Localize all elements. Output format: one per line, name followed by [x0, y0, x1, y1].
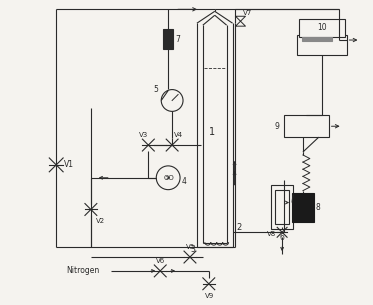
Text: V4: V4: [174, 132, 183, 138]
Text: 4: 4: [182, 177, 187, 186]
Text: 1: 1: [209, 127, 215, 137]
Bar: [275, 190, 289, 224]
Text: 10: 10: [317, 23, 327, 32]
Text: V6: V6: [156, 258, 166, 264]
Text: 8: 8: [316, 203, 320, 212]
Bar: [271, 185, 293, 229]
Bar: [297, 35, 347, 55]
Text: V3: V3: [138, 132, 148, 138]
Bar: [302, 37, 332, 41]
Text: 5: 5: [153, 85, 158, 94]
Text: V7: V7: [242, 10, 252, 16]
Text: V5: V5: [186, 244, 195, 250]
Bar: [163, 29, 173, 49]
Bar: [284, 115, 329, 137]
Text: 3: 3: [190, 245, 195, 254]
Text: Nitrogen: Nitrogen: [66, 266, 99, 275]
Text: V1: V1: [64, 160, 74, 169]
Bar: [299, 19, 345, 37]
Text: 9: 9: [274, 122, 279, 131]
Text: V8: V8: [267, 231, 276, 237]
Text: 7: 7: [175, 34, 180, 44]
Text: 2: 2: [236, 223, 242, 232]
Circle shape: [161, 90, 183, 111]
Text: OO: OO: [163, 175, 174, 181]
Circle shape: [156, 166, 180, 190]
Bar: [292, 193, 314, 222]
Text: V2: V2: [96, 218, 105, 224]
Text: V9: V9: [205, 293, 214, 299]
Text: 6: 6: [280, 233, 285, 242]
